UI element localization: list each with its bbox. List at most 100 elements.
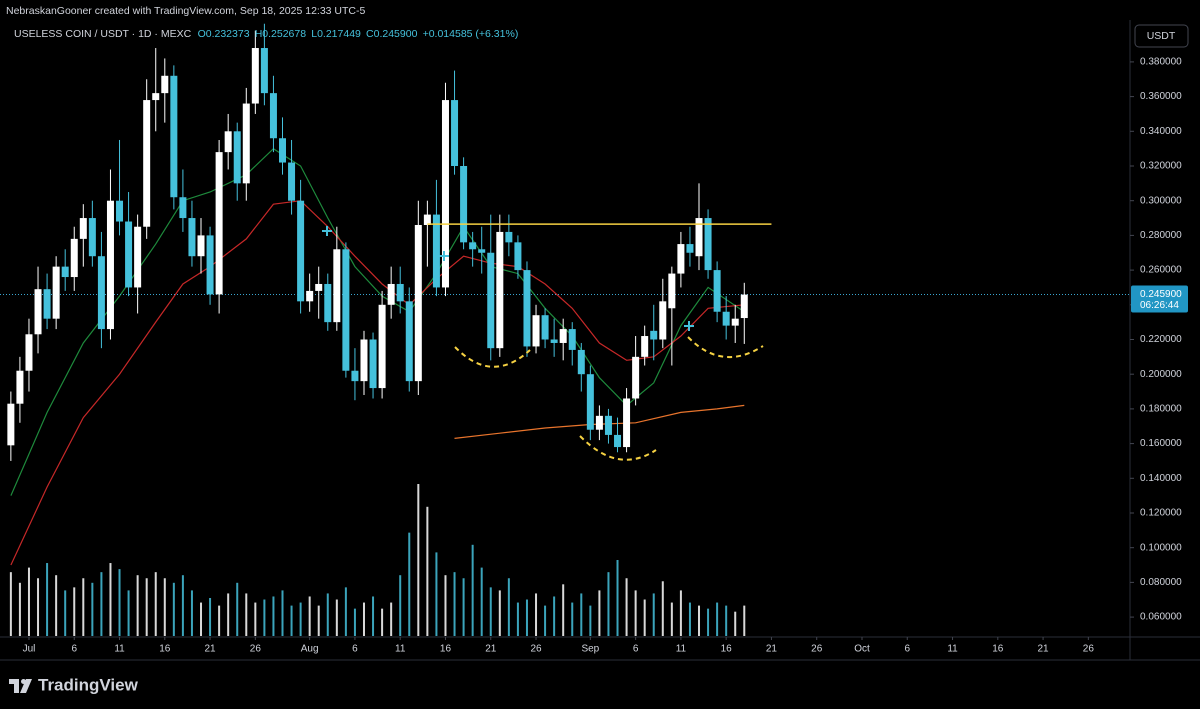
volume-bar xyxy=(679,590,682,636)
candle-body xyxy=(206,235,214,295)
x-tick-label: 26 xyxy=(250,644,262,655)
volume-bar xyxy=(127,590,130,636)
candle-body xyxy=(143,100,151,227)
volume-bar xyxy=(498,590,501,636)
price-layer xyxy=(0,23,1130,566)
y-tick-label: 0.280000 xyxy=(1140,230,1182,241)
y-tick-label: 0.220000 xyxy=(1140,334,1182,345)
volume-bar xyxy=(417,484,420,636)
candle-body xyxy=(623,398,631,448)
candle-body xyxy=(161,75,169,94)
candle-body xyxy=(378,304,386,389)
y-tick-label: 0.320000 xyxy=(1140,161,1182,172)
volume-bar xyxy=(362,602,365,636)
x-tick-label: 11 xyxy=(676,644,687,655)
volume-bar xyxy=(408,532,411,636)
volume-bar xyxy=(625,578,628,636)
candle-body xyxy=(125,221,133,288)
x-tick-label: 21 xyxy=(766,644,778,655)
candle-body xyxy=(731,318,739,326)
x-tick-label: 6 xyxy=(352,644,358,655)
ohlc-value: C0.245900 xyxy=(366,28,418,40)
volume-bar xyxy=(453,572,456,636)
countdown-label: 06:26:44 xyxy=(1140,300,1179,311)
candle-body xyxy=(188,218,196,257)
volume-bar xyxy=(652,593,655,636)
candle-body xyxy=(369,339,377,389)
y-tick-label: 0.360000 xyxy=(1140,91,1182,102)
volume-bar xyxy=(190,590,193,636)
candle-body xyxy=(288,162,296,201)
candle-body xyxy=(351,370,359,382)
y-tick-label: 0.160000 xyxy=(1140,438,1182,449)
candle-body xyxy=(152,93,160,101)
candle-body xyxy=(324,283,332,323)
x-tick-label: 16 xyxy=(721,644,733,655)
x-tick-label: Jul xyxy=(23,644,36,655)
candle-body xyxy=(686,244,694,253)
x-tick-label: 16 xyxy=(440,644,452,655)
candle-body xyxy=(315,283,323,291)
volume-bar xyxy=(707,608,710,636)
candle-body xyxy=(604,415,612,435)
currency-button[interactable] xyxy=(1134,24,1189,48)
volume-bar xyxy=(471,544,474,636)
volume-bar xyxy=(688,602,691,636)
volume-bar xyxy=(109,563,112,636)
ohlc-value: H0.252678 xyxy=(255,28,307,40)
candle-body xyxy=(650,330,658,340)
volume-bar xyxy=(580,593,583,636)
candle-body xyxy=(695,218,703,257)
legend: USELESS COIN / USDT · 1D · MEXC O0.23237… xyxy=(14,28,518,40)
volume-bar xyxy=(27,567,30,636)
candle-body xyxy=(306,290,314,302)
cross-marker xyxy=(684,321,694,331)
candle-body xyxy=(677,244,685,274)
volume-bar xyxy=(118,569,121,636)
y-tick-label: 0.100000 xyxy=(1140,542,1182,553)
x-tick-label: 11 xyxy=(395,644,406,655)
x-tick-label: 26 xyxy=(530,644,542,655)
price-tag-label: 0.245900 xyxy=(1140,289,1182,300)
x-tick-label: 6 xyxy=(71,644,77,655)
candle-body xyxy=(116,200,124,222)
candle-body xyxy=(423,214,431,225)
volume-bar xyxy=(299,602,302,636)
candle-body xyxy=(414,224,422,382)
candle-body xyxy=(704,218,712,271)
volume-bar xyxy=(426,506,429,636)
candle-body xyxy=(215,152,223,295)
candle-body xyxy=(496,231,504,349)
candle-body xyxy=(641,336,649,357)
volume-bar xyxy=(163,578,166,636)
candle-body xyxy=(487,252,495,349)
volume-bar xyxy=(236,582,239,636)
volume-bar xyxy=(272,596,275,636)
volume-bar xyxy=(670,602,673,636)
volume-bar xyxy=(634,590,637,636)
y-tick-label: 0.120000 xyxy=(1140,508,1182,519)
volume-bar xyxy=(716,602,719,636)
cross-marker xyxy=(322,226,332,236)
candle-body xyxy=(451,100,459,167)
candle-body xyxy=(134,226,142,288)
candle-body xyxy=(25,334,33,371)
cross-marker xyxy=(439,251,449,261)
candle-body xyxy=(595,415,603,430)
volume-bar xyxy=(263,599,266,636)
price-tag xyxy=(1131,285,1188,313)
x-tick-label: 6 xyxy=(633,644,639,655)
candle-body xyxy=(478,249,486,253)
volume-bar xyxy=(64,590,67,636)
candle-body xyxy=(505,231,513,243)
y-tick-label: 0.140000 xyxy=(1140,473,1182,484)
candle-body xyxy=(251,48,259,104)
y-tick-label: 0.060000 xyxy=(1140,612,1182,623)
footer-brand: TradingView xyxy=(38,675,139,694)
candle-body xyxy=(260,48,268,94)
candle-body xyxy=(197,235,205,257)
volume-bar xyxy=(544,605,547,636)
candle-body xyxy=(668,273,676,309)
y-tick-label: 0.260000 xyxy=(1140,265,1182,276)
currency-label[interactable]: USDT xyxy=(1147,30,1176,42)
